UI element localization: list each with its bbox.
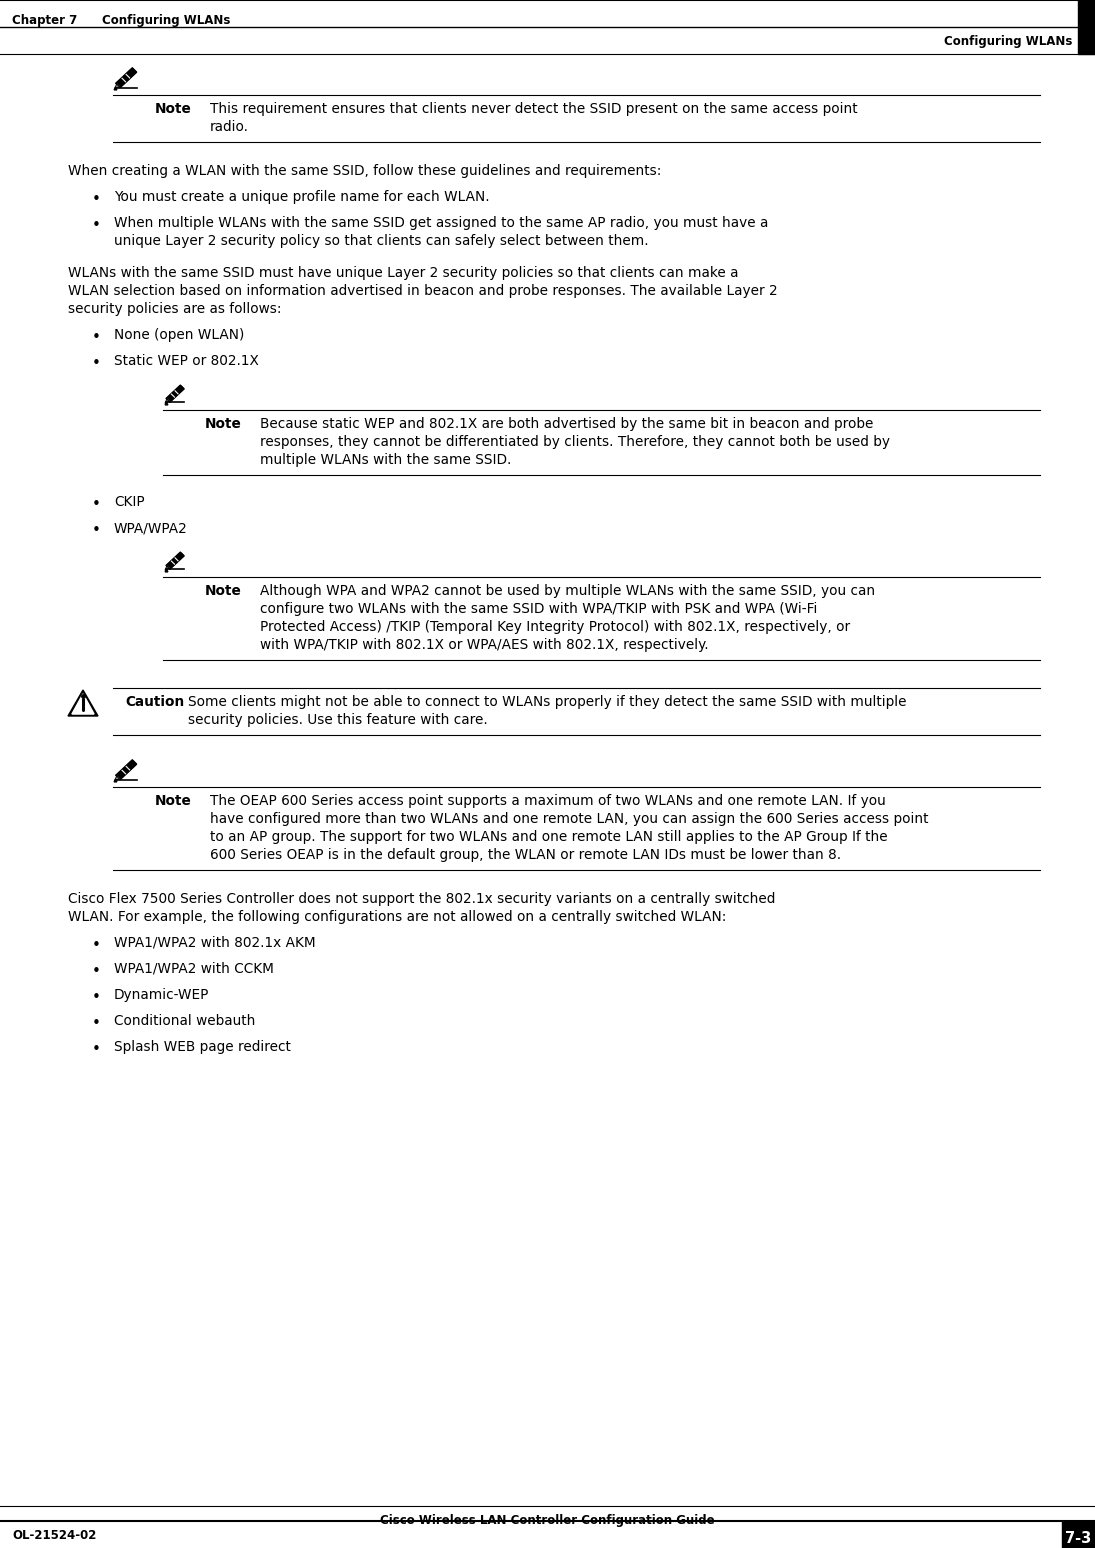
Polygon shape [116, 68, 137, 88]
Text: When creating a WLAN with the same SSID, follow these guidelines and requirement: When creating a WLAN with the same SSID,… [68, 164, 661, 178]
Text: security policies are as follows:: security policies are as follows: [68, 302, 281, 316]
Text: WPA1/WPA2 with CCKM: WPA1/WPA2 with CCKM [114, 961, 274, 975]
Polygon shape [116, 760, 137, 780]
Text: Note: Note [155, 794, 192, 808]
Text: None (open WLAN): None (open WLAN) [114, 328, 244, 342]
Text: with WPA/TKIP with 802.1X or WPA/AES with 802.1X, respectively.: with WPA/TKIP with 802.1X or WPA/AES wit… [260, 638, 708, 652]
Text: You must create a unique profile name for each WLAN.: You must create a unique profile name fo… [114, 190, 489, 204]
Text: •: • [92, 356, 101, 372]
Text: radio.: radio. [210, 121, 249, 135]
Text: Protected Access) /TKIP (Temporal Key Integrity Protocol) with 802.1X, respectiv: Protected Access) /TKIP (Temporal Key In… [260, 621, 850, 635]
Text: Splash WEB page redirect: Splash WEB page redirect [114, 1040, 291, 1054]
Polygon shape [166, 385, 184, 402]
Polygon shape [165, 567, 169, 570]
Polygon shape [115, 776, 119, 780]
Text: Note: Note [205, 584, 242, 598]
Text: This requirement ensures that clients never detect the SSID present on the same : This requirement ensures that clients ne… [210, 102, 857, 116]
Text: •: • [92, 964, 101, 978]
Text: Dynamic-WEP: Dynamic-WEP [114, 988, 209, 1002]
Text: •: • [92, 1015, 101, 1031]
Polygon shape [166, 553, 184, 570]
Text: •: • [92, 218, 101, 234]
Polygon shape [115, 84, 119, 88]
Text: •: • [92, 938, 101, 954]
Text: •: • [92, 497, 101, 512]
Polygon shape [68, 690, 97, 717]
Text: •: • [92, 991, 101, 1005]
Text: configure two WLANs with the same SSID with WPA/TKIP with PSK and WPA (Wi-Fi: configure two WLANs with the same SSID w… [260, 602, 817, 616]
Text: Caution: Caution [125, 695, 184, 709]
Text: CKIP: CKIP [114, 495, 145, 509]
Text: Cisco Flex 7500 Series Controller does not support the 802.1x security variants : Cisco Flex 7500 Series Controller does n… [68, 892, 775, 906]
Text: multiple WLANs with the same SSID.: multiple WLANs with the same SSID. [260, 454, 511, 467]
Text: •: • [92, 523, 101, 539]
Text: security policies. Use this feature with care.: security policies. Use this feature with… [188, 714, 487, 728]
Text: have configured more than two WLANs and one remote LAN, you can assign the 600 S: have configured more than two WLANs and … [210, 813, 929, 827]
Text: Note: Note [155, 102, 192, 116]
Text: responses, they cannot be differentiated by clients. Therefore, they cannot both: responses, they cannot be differentiated… [260, 435, 890, 449]
Text: 600 Series OEAP is in the default group, the WLAN or remote LAN IDs must be lowe: 600 Series OEAP is in the default group,… [210, 848, 841, 862]
Text: WPA/WPA2: WPA/WPA2 [114, 522, 187, 536]
Polygon shape [72, 694, 94, 714]
Text: Cisco Wireless LAN Controller Configuration Guide: Cisco Wireless LAN Controller Configurat… [380, 1514, 715, 1526]
Text: Some clients might not be able to connect to WLANs properly if they detect the s: Some clients might not be able to connec… [188, 695, 907, 709]
Text: The OEAP 600 Series access point supports a maximum of two WLANs and one remote : The OEAP 600 Series access point support… [210, 794, 886, 808]
Text: Note: Note [205, 416, 242, 430]
Text: Configuring WLANs: Configuring WLANs [944, 36, 1072, 48]
Text: WPA1/WPA2 with 802.1x AKM: WPA1/WPA2 with 802.1x AKM [114, 937, 315, 950]
Text: Because static WEP and 802.1X are both advertised by the same bit in beacon and : Because static WEP and 802.1X are both a… [260, 416, 874, 430]
Text: to an AP group. The support for two WLANs and one remote LAN still applies to th: to an AP group. The support for two WLAN… [210, 830, 888, 844]
Text: Although WPA and WPA2 cannot be used by multiple WLANs with the same SSID, you c: Although WPA and WPA2 cannot be used by … [260, 584, 875, 598]
Text: WLANs with the same SSID must have unique Layer 2 security policies so that clie: WLANs with the same SSID must have uniqu… [68, 266, 738, 280]
Text: Chapter 7      Configuring WLANs: Chapter 7 Configuring WLANs [12, 14, 230, 26]
Text: When multiple WLANs with the same SSID get assigned to the same AP radio, you mu: When multiple WLANs with the same SSID g… [114, 217, 769, 231]
Text: •: • [92, 330, 101, 345]
Text: WLAN. For example, the following configurations are not allowed on a centrally s: WLAN. For example, the following configu… [68, 910, 726, 924]
Text: •: • [92, 192, 101, 207]
Text: OL-21524-02: OL-21524-02 [12, 1529, 96, 1542]
Text: 7-3: 7-3 [1064, 1531, 1091, 1546]
Text: Static WEP or 802.1X: Static WEP or 802.1X [114, 354, 258, 368]
Text: Conditional webauth: Conditional webauth [114, 1014, 255, 1028]
Text: •: • [92, 1042, 101, 1057]
Text: WLAN selection based on information advertised in beacon and probe responses. Th: WLAN selection based on information adve… [68, 283, 777, 299]
Polygon shape [165, 399, 169, 404]
Text: unique Layer 2 security policy so that clients can safely select between them.: unique Layer 2 security policy so that c… [114, 234, 648, 248]
